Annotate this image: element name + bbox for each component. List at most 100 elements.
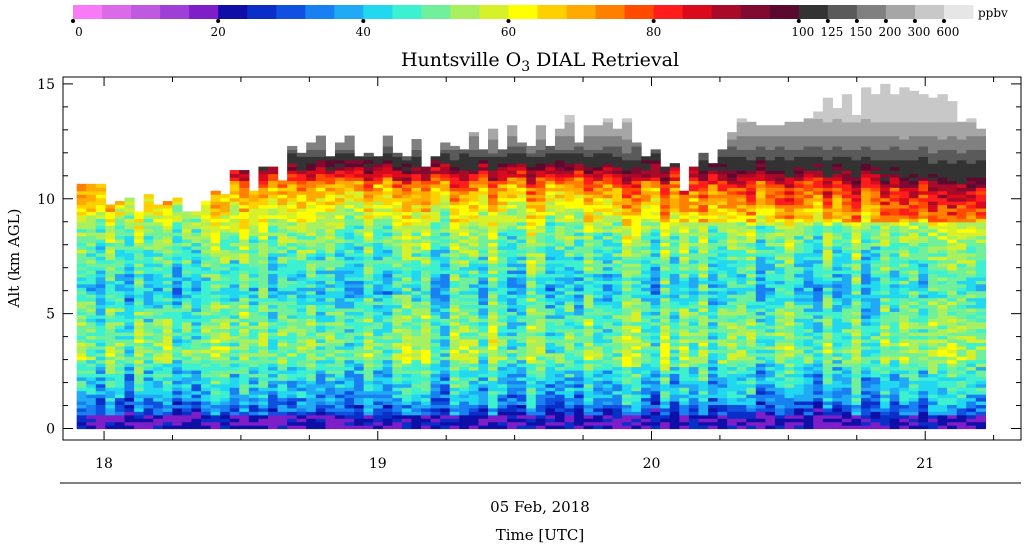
heatmap-cell [430, 276, 441, 281]
heatmap-cell [478, 307, 489, 312]
heatmap-cell [574, 252, 585, 257]
heatmap-cell [526, 376, 537, 381]
heatmap-cell [153, 356, 164, 361]
heatmap-cell [210, 342, 221, 347]
heatmap-cell [583, 266, 594, 271]
heatmap-cell [315, 359, 326, 364]
heatmap-cell [554, 349, 566, 354]
heatmap-cell [162, 242, 173, 247]
heatmap-cell [516, 342, 527, 347]
heatmap-cell [478, 363, 489, 368]
heatmap-cell [411, 166, 422, 171]
heatmap-cell [564, 342, 575, 347]
heatmap-cell [220, 366, 231, 371]
heatmap-cell [612, 218, 623, 223]
heatmap-cell [181, 242, 193, 247]
heatmap-cell [602, 307, 613, 312]
heatmap-cell [248, 359, 260, 364]
heatmap-cell [239, 201, 250, 206]
heatmap-cell [373, 297, 384, 302]
heatmap-cell [95, 266, 106, 271]
heatmap-cell [554, 407, 566, 412]
heatmap-cell [306, 197, 317, 202]
heatmap-cell [134, 294, 145, 299]
heatmap-cell [449, 256, 460, 261]
heatmap-cell [315, 400, 326, 405]
heatmap-cell [612, 304, 623, 309]
heatmap-cell [181, 332, 193, 337]
heatmap-cell [134, 276, 145, 281]
heatmap-cell [220, 387, 231, 392]
heatmap-cell [296, 235, 307, 240]
heatmap-cell [459, 221, 470, 226]
heatmap-cell [449, 421, 460, 426]
heatmap-cell [574, 176, 585, 181]
heatmap-cell [334, 183, 346, 188]
heatmap-cell [421, 376, 432, 381]
heatmap-cell [507, 421, 518, 426]
heatmap-cell [134, 214, 145, 219]
heatmap-cell [535, 414, 546, 419]
heatmap-cell [162, 283, 173, 288]
heatmap-cell [334, 266, 346, 271]
heatmap-cell [210, 356, 221, 361]
heatmap-cell [545, 373, 556, 378]
heatmap-cell [162, 390, 173, 395]
heatmap-cell [507, 301, 518, 306]
heatmap-cell [334, 366, 346, 371]
heatmap-cell [334, 418, 346, 423]
heatmap-cell [440, 221, 451, 226]
heatmap-cell [239, 249, 250, 254]
heatmap-cell [440, 304, 451, 309]
heatmap-cell [354, 363, 365, 368]
heatmap-cell [401, 380, 413, 385]
heatmap-cell [76, 304, 87, 309]
heatmap-cell [296, 221, 307, 226]
heatmap-cell [602, 249, 613, 254]
heatmap-cell [334, 383, 346, 388]
heatmap-cell [143, 211, 154, 216]
heatmap-cell [268, 335, 279, 340]
heatmap-cell [172, 276, 183, 281]
heatmap-cell [421, 411, 432, 416]
heatmap-cell [449, 211, 460, 216]
heatmap-cell [602, 297, 613, 302]
heatmap-cell [583, 294, 594, 299]
heatmap-cell [287, 190, 298, 195]
heatmap-cell [201, 297, 212, 302]
heatmap-cell [516, 252, 527, 257]
heatmap-cell [574, 318, 585, 323]
heatmap-cell [516, 149, 527, 154]
heatmap-cell [535, 149, 546, 154]
heatmap-cell [660, 242, 671, 247]
heatmap-cell [612, 211, 623, 216]
heatmap-cell [220, 414, 231, 419]
heatmap-cell [650, 156, 661, 161]
heatmap-cell [344, 135, 355, 140]
heatmap-cell [478, 228, 489, 233]
heatmap-cell [201, 335, 212, 340]
heatmap-cell [334, 359, 346, 364]
heatmap-cell [526, 207, 537, 213]
heatmap-cell [593, 342, 604, 347]
heatmap-cell [354, 342, 365, 347]
heatmap-cell [134, 421, 145, 426]
heatmap-cell [421, 307, 432, 312]
heatmap-cell [554, 356, 566, 361]
heatmap-cell [554, 301, 566, 306]
heatmap-cell [392, 201, 403, 206]
heatmap-cell [421, 280, 432, 285]
heatmap-cell [210, 404, 221, 409]
heatmap-cell [105, 321, 116, 326]
colorbar-tick-label: 80 [646, 25, 661, 39]
heatmap-cell [76, 314, 87, 319]
heatmap-cell [545, 338, 556, 343]
heatmap-cell [488, 380, 499, 385]
heatmap-cell [95, 228, 106, 233]
heatmap-cell [401, 325, 413, 330]
heatmap-cell [545, 304, 556, 309]
heatmap-cell [421, 373, 432, 378]
heatmap-cell [421, 349, 432, 354]
heatmap-cell [411, 363, 422, 368]
heatmap-cell [545, 345, 556, 350]
